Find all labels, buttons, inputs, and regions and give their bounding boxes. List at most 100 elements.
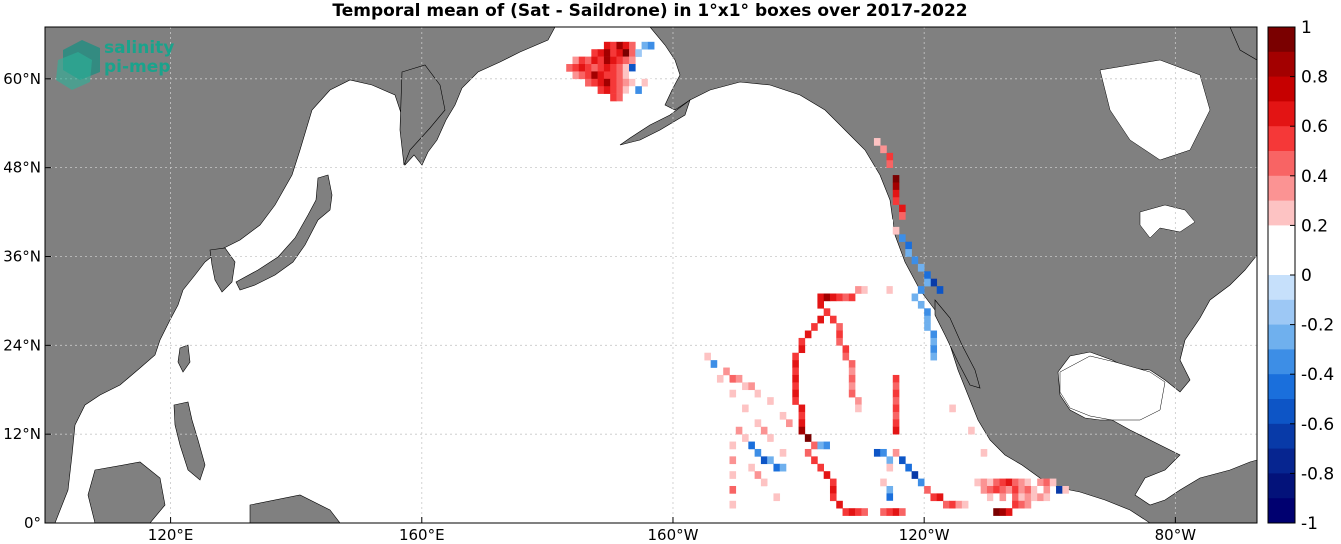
heatmap-cell (792, 367, 799, 376)
heatmap-cell (886, 219, 894, 228)
heatmap-cell (792, 397, 799, 405)
heatmap-cell (829, 315, 837, 324)
heatmap-cell (1012, 485, 1019, 494)
plot-frame (44, 26, 1258, 524)
heatmap-cell (842, 352, 850, 361)
heatmap-cell (597, 71, 605, 80)
heatmap-cell (886, 500, 894, 509)
heatmap-cell (899, 456, 906, 465)
heatmap-cell (591, 71, 598, 80)
heatmap-cell (955, 500, 963, 509)
heatmap-cell (1030, 485, 1038, 494)
heatmap-cell (892, 286, 900, 294)
heatmap-cell (635, 78, 642, 87)
heatmap-cell (930, 345, 938, 354)
heatmap-cell (1030, 478, 1038, 487)
heatmap-cell (886, 493, 894, 502)
heatmap-cell (603, 64, 611, 72)
heatmap-cell (610, 71, 617, 80)
heatmap-cell (943, 397, 950, 405)
heatmap-cell (930, 330, 938, 339)
y-tick-label: 48°N (3, 159, 41, 177)
heatmap-cell (829, 478, 837, 487)
heatmap-cell (993, 508, 1000, 516)
heatmap-cell (610, 78, 617, 87)
heatmap-cell (798, 345, 806, 354)
heatmap-cell (829, 485, 837, 494)
heatmap-cell (767, 434, 774, 442)
heatmap-cell (848, 508, 856, 516)
heatmap-cell (955, 411, 963, 420)
heatmap-cell (754, 419, 762, 428)
heatmap-cell (585, 71, 592, 80)
colorbar-tick-label: 1 (1301, 18, 1312, 38)
heatmap-cell (905, 463, 912, 472)
heatmap-cell (804, 448, 812, 457)
heatmap-cell (760, 426, 768, 435)
heatmap-cell (1005, 485, 1013, 494)
baja-california (934, 299, 981, 389)
colorbar-segment (1268, 275, 1295, 301)
heatmap-cell (842, 293, 850, 302)
japan-islands (235, 174, 333, 291)
heatmap-cell (616, 71, 624, 80)
heatmap-cell (635, 86, 642, 94)
colorbar-tick-label: -1 (1301, 514, 1318, 534)
heatmap-cell (848, 367, 856, 376)
heatmap-cell (817, 463, 824, 472)
heatmap-cell (1043, 478, 1051, 487)
heatmap-cell (629, 49, 636, 57)
heatmap-cell (622, 93, 630, 102)
heatmap-cell (836, 337, 843, 346)
heatmap-cell (629, 64, 636, 72)
heatmap-cell (811, 441, 818, 450)
heatmap-cell (616, 56, 624, 65)
heatmap-cell (610, 56, 617, 65)
heatmap-cell (836, 293, 843, 302)
colorbar-tick-label: 0.2 (1301, 216, 1328, 236)
heatmap-cell (748, 441, 755, 450)
heatmap-cell (723, 382, 730, 391)
heatmap-cell (899, 234, 906, 242)
heatmap-cell (817, 293, 824, 302)
heatmap-cell (867, 286, 875, 294)
heatmap-cell (610, 86, 617, 94)
colorbar-tick-label: -0.6 (1301, 415, 1334, 435)
heatmap-cell (924, 271, 931, 280)
heatmap-cell (716, 367, 724, 376)
heatmap-cell (798, 411, 806, 420)
heatmap-cell (616, 49, 624, 57)
heatmap-cell (974, 441, 981, 450)
heatmap-cell (968, 426, 975, 435)
x-tick-label: 160°W (647, 526, 698, 544)
kamchatka-peninsula (399, 64, 446, 166)
heatmap-cell (873, 286, 881, 294)
heatmap-cell (873, 138, 881, 146)
heatmap-cell (597, 49, 605, 57)
heatmap-cell (603, 86, 611, 94)
heatmap-cell (924, 315, 931, 324)
heatmap-cell (710, 360, 718, 368)
heatmap-cell (817, 315, 824, 324)
heatmap-cell (892, 448, 900, 457)
heatmap-cell (892, 382, 900, 391)
heatmap-cell (855, 397, 862, 405)
heatmap-cell (924, 485, 931, 494)
lakes-layer (1059, 59, 1211, 421)
heatmap-cell (742, 448, 749, 457)
heatmap-cell (1018, 485, 1025, 494)
heatmap-cell (1024, 485, 1032, 494)
heatmap-cell (578, 64, 586, 72)
heatmap-cell (729, 389, 737, 398)
heatmap-cell (892, 189, 900, 198)
asia-landmass (45, 27, 556, 523)
heatmap-cell (899, 508, 906, 516)
heatmap-cell (873, 448, 881, 457)
heatmap-cell (629, 56, 636, 65)
heatmap-cell (886, 286, 894, 294)
heatmap-cell (622, 71, 630, 80)
colorbar-segment (1268, 250, 1295, 276)
heatmap-cell (1049, 478, 1057, 487)
heatmap-cell (610, 41, 617, 50)
heatmap-cell (949, 404, 956, 413)
